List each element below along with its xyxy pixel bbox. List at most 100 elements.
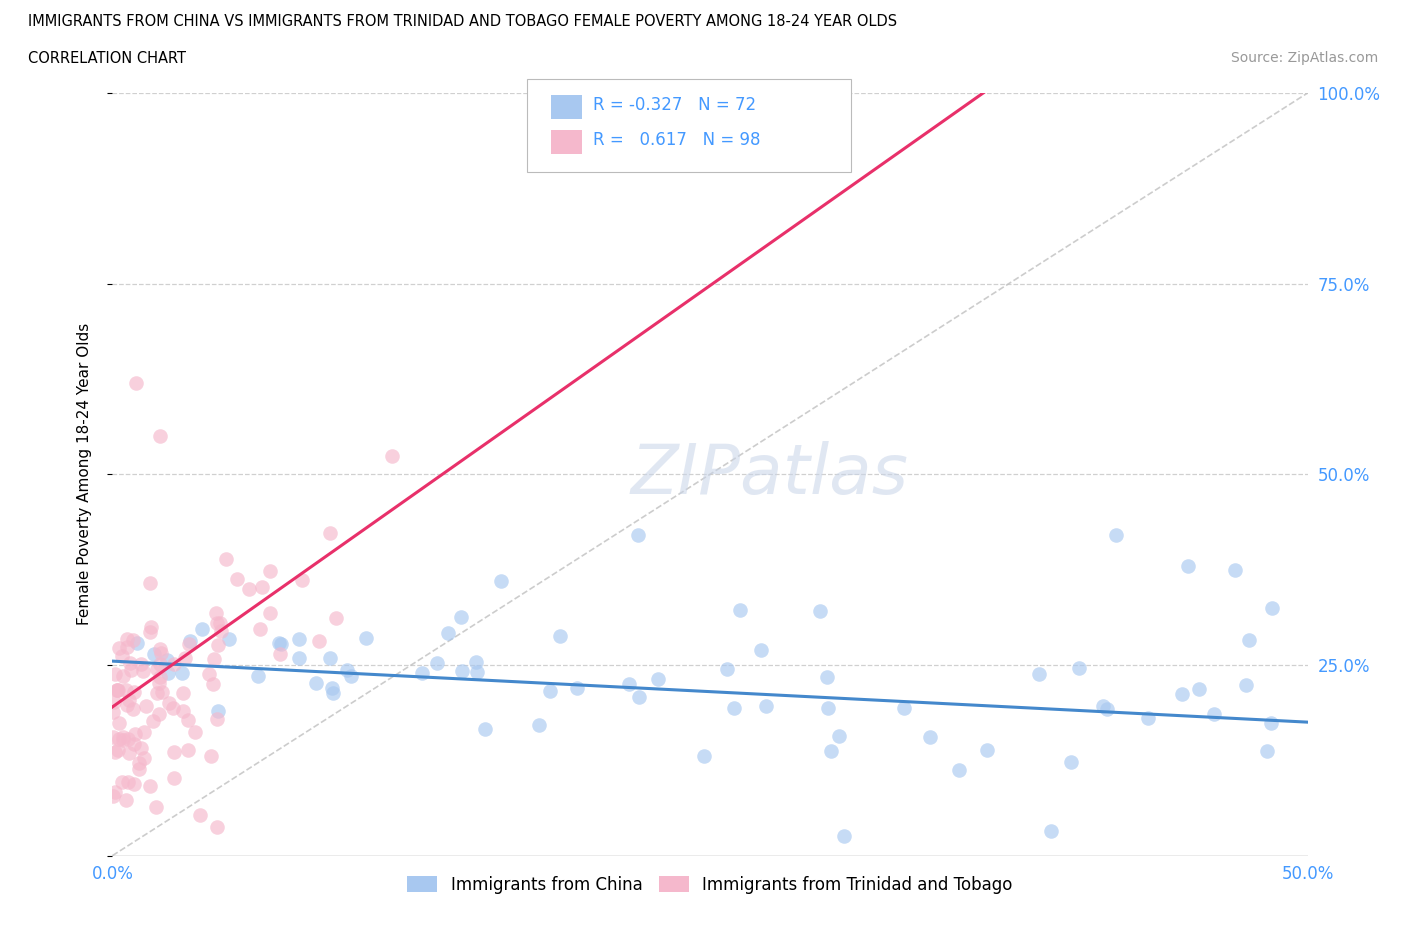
Point bbox=[1136, 711, 1159, 725]
Point bbox=[1097, 701, 1119, 716]
Point bbox=[1260, 601, 1282, 616]
Point bbox=[177, 713, 200, 728]
Point bbox=[305, 675, 328, 690]
Point bbox=[122, 701, 145, 716]
Point bbox=[207, 712, 229, 727]
Point bbox=[1177, 558, 1199, 573]
Point bbox=[832, 829, 855, 844]
Point bbox=[139, 576, 162, 591]
Point bbox=[209, 623, 232, 638]
Point bbox=[163, 771, 186, 786]
Point bbox=[112, 669, 135, 684]
Point bbox=[145, 799, 167, 814]
Point bbox=[108, 732, 131, 747]
Point bbox=[269, 636, 291, 651]
Point bbox=[170, 666, 193, 681]
Point bbox=[204, 605, 226, 620]
Point bbox=[340, 669, 363, 684]
Point bbox=[1060, 754, 1083, 769]
Point bbox=[132, 724, 155, 739]
Point bbox=[209, 616, 232, 631]
Point bbox=[249, 622, 271, 637]
Point bbox=[465, 664, 488, 679]
Point bbox=[163, 744, 186, 759]
Point bbox=[124, 726, 146, 741]
Text: ZIPatlas: ZIPatlas bbox=[631, 441, 908, 508]
Point bbox=[117, 692, 139, 707]
Point bbox=[817, 700, 839, 715]
Point bbox=[122, 632, 145, 647]
Point bbox=[104, 667, 127, 682]
Point bbox=[150, 684, 173, 699]
Point bbox=[156, 666, 179, 681]
Point bbox=[149, 657, 172, 671]
Point bbox=[129, 741, 152, 756]
Point bbox=[103, 789, 125, 804]
Point bbox=[647, 671, 669, 686]
Point bbox=[215, 551, 238, 566]
Point bbox=[146, 685, 169, 700]
Point bbox=[149, 429, 172, 444]
Point bbox=[920, 730, 942, 745]
Point bbox=[157, 696, 180, 711]
Point bbox=[104, 744, 127, 759]
Point bbox=[105, 683, 128, 698]
Point bbox=[112, 729, 135, 744]
Point bbox=[749, 642, 772, 657]
Point bbox=[893, 700, 915, 715]
Legend: Immigrants from China, Immigrants from Trinidad and Tobago: Immigrants from China, Immigrants from T… bbox=[401, 870, 1019, 900]
Point bbox=[321, 681, 343, 696]
Point bbox=[146, 661, 169, 676]
Point bbox=[820, 744, 842, 759]
Point bbox=[115, 792, 138, 807]
Point bbox=[259, 564, 281, 578]
Point bbox=[122, 737, 145, 751]
Point bbox=[162, 656, 184, 671]
Point bbox=[149, 645, 172, 660]
Point bbox=[1171, 687, 1194, 702]
Point bbox=[198, 667, 221, 682]
Point bbox=[122, 684, 145, 699]
Point bbox=[128, 755, 150, 770]
Point bbox=[527, 718, 550, 733]
Point bbox=[115, 683, 138, 698]
Point bbox=[270, 637, 292, 652]
Point bbox=[411, 665, 433, 680]
Text: R = -0.327   N = 72: R = -0.327 N = 72 bbox=[593, 96, 756, 114]
Point bbox=[205, 616, 228, 631]
Text: Source: ZipAtlas.com: Source: ZipAtlas.com bbox=[1230, 51, 1378, 65]
Point bbox=[976, 743, 998, 758]
Point bbox=[728, 603, 751, 618]
Point bbox=[238, 581, 260, 596]
Point bbox=[111, 774, 134, 789]
Point bbox=[291, 573, 314, 588]
Point bbox=[120, 663, 142, 678]
Point bbox=[101, 729, 124, 744]
Point bbox=[259, 605, 281, 620]
Point bbox=[115, 698, 138, 712]
Point bbox=[128, 762, 150, 777]
Point bbox=[155, 653, 177, 668]
Point bbox=[1091, 698, 1114, 713]
Point bbox=[1188, 682, 1211, 697]
Point bbox=[322, 685, 344, 700]
Point bbox=[426, 656, 449, 671]
Point bbox=[177, 636, 200, 651]
Point bbox=[183, 724, 205, 739]
Y-axis label: Female Poverty Among 18-24 Year Olds: Female Poverty Among 18-24 Year Olds bbox=[77, 324, 91, 626]
Point bbox=[107, 683, 129, 698]
Point bbox=[105, 683, 128, 698]
Text: R =   0.617   N = 98: R = 0.617 N = 98 bbox=[593, 131, 761, 150]
Point bbox=[1260, 716, 1282, 731]
Point bbox=[288, 650, 311, 665]
Point bbox=[308, 633, 330, 648]
Point bbox=[200, 749, 222, 764]
Point bbox=[380, 449, 402, 464]
Point bbox=[548, 629, 571, 644]
Point bbox=[319, 525, 342, 540]
Point bbox=[172, 685, 194, 700]
Point bbox=[118, 745, 141, 760]
Point bbox=[325, 610, 347, 625]
Point bbox=[202, 651, 225, 666]
Point bbox=[141, 619, 163, 634]
